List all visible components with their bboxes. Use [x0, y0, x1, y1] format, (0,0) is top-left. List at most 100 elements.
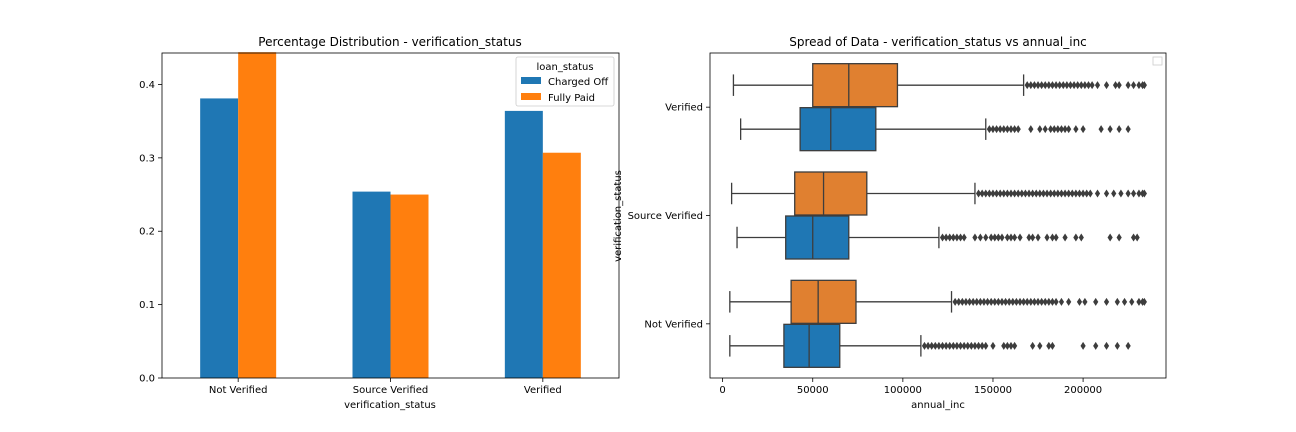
bar-fully-paid-source-verified — [390, 194, 429, 378]
outlier-verified-series-1-8 — [1053, 81, 1059, 90]
box-chart-title: Spread of Data - verification_status vs … — [789, 35, 1087, 49]
outlier-not-verified-series-0-9 — [954, 341, 960, 350]
outlier-source-verified-series-0-2 — [947, 233, 953, 242]
outlier-verified-series-1-14 — [1075, 81, 1081, 90]
outlier-not-verified-series-0-17 — [983, 341, 989, 350]
outlier-source-verified-series-1-35 — [1118, 189, 1124, 198]
outlier-source-verified-series-1-22 — [1055, 189, 1061, 198]
outlier-source-verified-series-1-10 — [1012, 189, 1018, 198]
outlier-not-verified-series-1-36 — [1121, 297, 1128, 306]
outlier-not-verified-series-1-38 — [1136, 297, 1142, 306]
outlier-not-verified-series-1-3 — [963, 297, 969, 306]
x-tick-label-2: 100000 — [884, 385, 922, 396]
outlier-not-verified-series-1-1 — [956, 297, 962, 306]
outlier-verified-series-0-16 — [1062, 125, 1068, 134]
box-source-verified-series-0 — [785, 215, 850, 260]
outlier-verified-series-0-21 — [1107, 125, 1113, 134]
y-tick-label-3: 0.3 — [139, 153, 155, 164]
outlier-verified-series-0-10 — [1037, 125, 1043, 134]
outlier-verified-series-0-22 — [1116, 125, 1122, 134]
outlier-source-verified-series-0-22 — [1049, 233, 1056, 242]
outlier-source-verified-series-1-3 — [986, 189, 992, 198]
outlier-verified-series-1-13 — [1071, 81, 1077, 90]
outlier-not-verified-series-0-20 — [1004, 341, 1010, 350]
outlier-verified-series-1-0 — [1024, 81, 1030, 90]
outlier-not-verified-series-1-6 — [974, 297, 980, 306]
outlier-not-verified-series-1-19 — [1021, 297, 1027, 306]
outlier-source-verified-series-1-17 — [1037, 189, 1043, 198]
outlier-not-verified-series-0-25 — [1046, 341, 1052, 350]
outlier-source-verified-series-0-18 — [1026, 233, 1032, 242]
outlier-source-verified-series-0-14 — [1004, 233, 1010, 242]
box-not-verified-series-1 — [790, 279, 857, 324]
outlier-not-verified-series-0-23 — [1030, 341, 1036, 350]
x-tick-label-4: 200000 — [1064, 385, 1102, 396]
box-chart-y-axis-title: verification_status — [613, 170, 624, 262]
outlier-not-verified-series-0-22 — [1012, 341, 1018, 350]
outlier-verified-series-1-19 — [1094, 81, 1101, 90]
outlier-not-verified-series-0-28 — [1093, 341, 1099, 350]
y-tick-label-source-verified: Source Verified — [628, 211, 703, 222]
outlier-source-verified-series-1-40 — [1141, 189, 1147, 198]
outlier-not-verified-series-0-12 — [965, 341, 971, 350]
outlier-source-verified-series-1-6 — [997, 189, 1003, 198]
outlier-verified-series-1-12 — [1067, 81, 1074, 90]
outlier-verified-series-1-7 — [1049, 81, 1056, 90]
outlier-verified-series-0-19 — [1080, 125, 1086, 134]
outlier-source-verified-series-0-30 — [1134, 233, 1140, 242]
outlier-not-verified-series-0-19 — [1001, 341, 1007, 350]
legend-swatch-fully-paid — [521, 93, 541, 100]
outlier-source-verified-series-1-7 — [1001, 189, 1007, 198]
box-not-verified-series-0 — [783, 323, 841, 368]
outlier-not-verified-series-0-11 — [961, 341, 967, 350]
outlier-source-verified-series-1-15 — [1030, 189, 1036, 198]
box-chart-plot-area: Verified Source Verified Not Verified 0 5000… — [628, 63, 1147, 396]
outlier-source-verified-series-0-10 — [988, 233, 994, 242]
outlier-verified-series-0-20 — [1098, 125, 1104, 134]
legend-label-charged-off: Charged Off — [548, 77, 609, 88]
outlier-not-verified-series-0-14 — [972, 341, 978, 350]
outlier-not-verified-series-1-12 — [995, 297, 1001, 306]
outlier-verified-series-0-6 — [1008, 125, 1014, 134]
outlier-not-verified-series-0-3 — [932, 341, 938, 350]
outlier-source-verified-series-1-30 — [1084, 189, 1090, 198]
outlier-source-verified-series-1-36 — [1125, 189, 1131, 198]
outlier-source-verified-series-0-19 — [1030, 233, 1036, 242]
outlier-not-verified-series-1-16 — [1010, 297, 1016, 306]
outlier-not-verified-series-1-33 — [1093, 297, 1099, 306]
outlier-verified-series-0-12 — [1048, 125, 1054, 134]
outlier-source-verified-series-0-7 — [972, 233, 978, 242]
outlier-not-verified-series-0-13 — [968, 341, 974, 350]
outlier-source-verified-series-1-2 — [983, 189, 989, 198]
outlier-source-verified-series-1-9 — [1008, 189, 1014, 198]
outlier-verified-series-0-0 — [986, 125, 992, 134]
outlier-source-verified-series-0-27 — [1107, 233, 1113, 242]
y-tick-label-0: 0.0 — [139, 374, 155, 385]
outlier-verified-series-0-15 — [1058, 125, 1065, 134]
outlier-verified-series-1-2 — [1031, 81, 1038, 90]
outlier-source-verified-series-0-12 — [995, 233, 1001, 242]
bar-chart-title: Percentage Distribution - verification_s… — [258, 35, 521, 49]
box-chart-panel: Spread of Data - verification_status vs … — [613, 35, 1167, 411]
outlier-not-verified-series-1-20 — [1024, 297, 1030, 306]
outlier-source-verified-series-1-23 — [1058, 189, 1065, 198]
outlier-not-verified-series-1-13 — [999, 297, 1005, 306]
outlier-not-verified-series-0-5 — [939, 341, 946, 350]
outlier-not-verified-series-1-37 — [1129, 297, 1135, 306]
box-verified-series-0 — [799, 107, 877, 152]
outlier-verified-series-1-22 — [1116, 81, 1122, 90]
outlier-not-verified-series-1-28 — [1053, 297, 1059, 306]
outlier-not-verified-series-0-8 — [950, 341, 956, 350]
outlier-verified-series-1-5 — [1042, 81, 1048, 90]
outlier-source-verified-series-1-26 — [1069, 189, 1075, 198]
outlier-verified-series-1-16 — [1082, 81, 1088, 90]
outlier-verified-series-1-27 — [1141, 81, 1147, 90]
outlier-not-verified-series-0-1 — [925, 341, 931, 350]
outlier-not-verified-series-1-32 — [1082, 297, 1088, 306]
outlier-not-verified-series-1-29 — [1058, 297, 1065, 306]
outlier-not-verified-series-1-4 — [966, 297, 973, 306]
outlier-not-verified-series-0-10 — [957, 341, 964, 350]
outlier-source-verified-series-1-11 — [1015, 189, 1021, 198]
outlier-source-verified-series-1-20 — [1048, 189, 1054, 198]
